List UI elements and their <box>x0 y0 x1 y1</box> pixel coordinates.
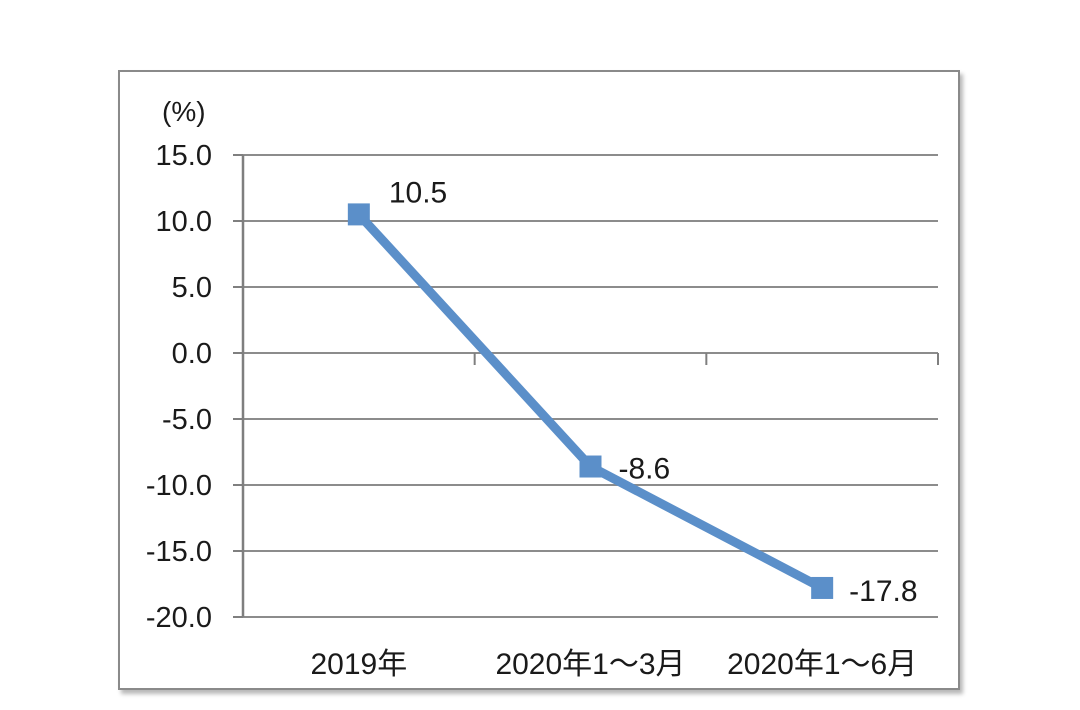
data-label: -8.6 <box>619 453 671 486</box>
x-category-label: 2019年 <box>310 648 407 681</box>
y-tick-label: 10.0 <box>156 206 212 238</box>
line-chart-plot: 15.0 10.0 5.0 0.0 -5.0 -10.0 -15.0 -20.0 10.5 -8.… <box>146 140 939 681</box>
data-label: 10.5 <box>389 176 447 209</box>
chart-container: (%) 15.0 10.0 5.0 0.0 -5.0 -10.0 -15.0 -20.0 10.… <box>118 70 960 690</box>
x-category-label: 2020年1～3月 <box>495 648 685 681</box>
y-tick-label: 15.0 <box>156 140 212 172</box>
data-line <box>354 209 827 593</box>
data-label: -17.8 <box>849 575 917 608</box>
y-tick-label: -5.0 <box>162 404 212 436</box>
y-axis-unit-label: (%) <box>162 96 206 127</box>
y-tick-label: -20.0 <box>146 602 212 634</box>
y-tick-label: 5.0 <box>172 272 212 304</box>
y-tick-label: 0.0 <box>172 338 212 370</box>
y-tick-label: -10.0 <box>146 470 212 502</box>
x-category-label: 2020年1～6月 <box>727 648 917 681</box>
y-tick-label: -15.0 <box>146 536 212 568</box>
data-point-marker <box>579 455 602 478</box>
data-point-marker <box>347 203 370 226</box>
data-point-marker <box>811 576 834 599</box>
